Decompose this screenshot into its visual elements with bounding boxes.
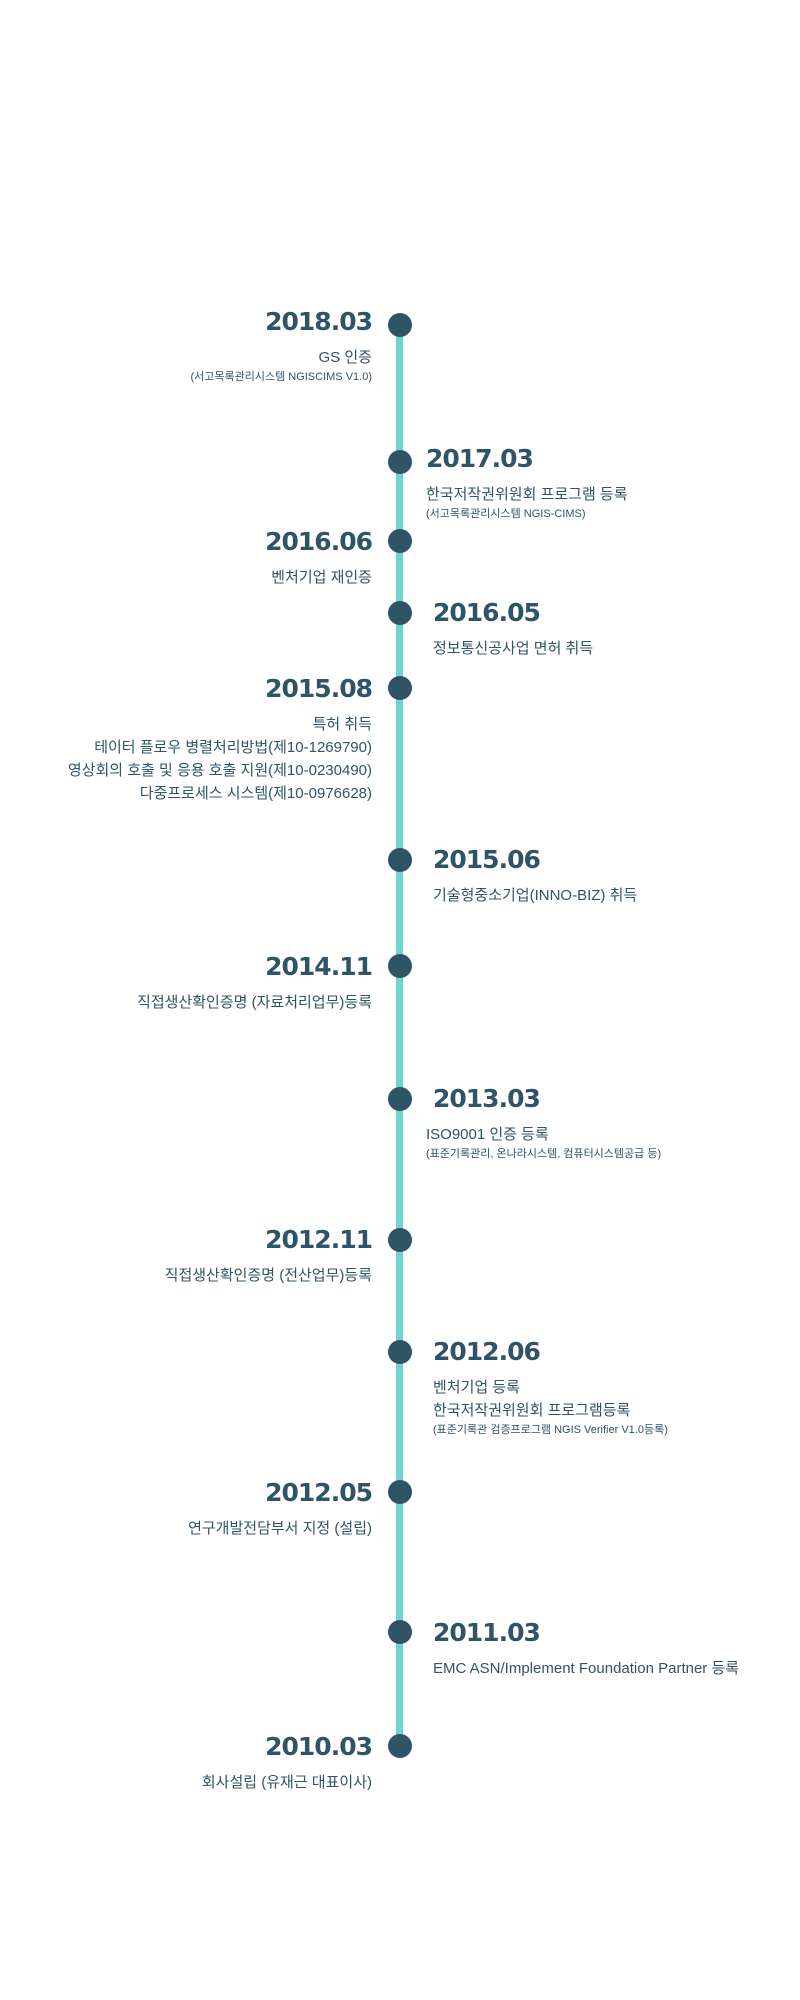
timeline-dot (388, 1340, 412, 1364)
timeline-text: 테이터 플로우 병렬처리방법(제10-1269790) (94, 739, 372, 756)
timeline-entry: 2010.03 회사설립 (유재근 대표이사) (201, 1731, 373, 1794)
timeline-text: 연구개발전담부서 지정 (설립) (188, 1520, 372, 1537)
timeline-text: 벤처기업 재인증 (271, 569, 372, 586)
timeline-entry: 2017.03 한국저작권위원회 프로그램 등록 (서고목록관리시스템 NGIS… (426, 443, 628, 523)
timeline-text: 직접생산확인증명 (자료처리업무)등록 (137, 994, 372, 1011)
timeline-text: 직접생산확인증명 (전산업무)등록 (164, 1267, 372, 1284)
timeline-dot (388, 450, 412, 474)
timeline-text: GS 인증 (318, 349, 372, 366)
timeline-entry: 2014.11 직접생산확인증명 (자료처리업무)등록 (137, 951, 373, 1014)
timeline-year: 2017.03 (426, 444, 534, 473)
timeline-line (396, 325, 403, 1747)
timeline-dot (388, 1480, 412, 1504)
timeline-entry: 2015.06 기술형중소기업(INNO-BIZ) 취득 (433, 844, 637, 907)
timeline-text: EMC ASN/Implement Foundation Partner 등록 (433, 1660, 740, 1677)
timeline-text: 정보통신공사업 면허 취득 (433, 640, 594, 657)
timeline-entry: 2012.06 벤처기업 등록 한국저작권위원회 프로그램등록 (표준기록관 검… (433, 1336, 668, 1439)
timeline-entry: 2012.05 연구개발전담부서 지정 (설립) (188, 1477, 373, 1540)
timeline-year: 2016.06 (265, 527, 373, 556)
timeline-dot (388, 676, 412, 700)
timeline-year: 2012.05 (265, 1478, 373, 1507)
timeline-text: 기술형중소기업(INNO-BIZ) 취득 (433, 887, 638, 904)
timeline-text: 다중프로세스 시스템(제10-0976628) (139, 785, 372, 802)
timeline-entry: 2015.08 특허 취득 테이터 플로우 병렬처리방법(제10-1269790… (67, 673, 373, 805)
timeline-dot (388, 954, 412, 978)
timeline-year: 2015.08 (265, 674, 373, 703)
timeline-year: 2012.06 (433, 1337, 541, 1366)
timeline-subtext: (서고목록관리시스템 NGIS-CIMS) (426, 508, 586, 520)
timeline-year: 2016.05 (433, 598, 541, 627)
timeline-entry: 2013.03 ISO9001 인증 등록 (표준기록관리, 온나라시스템, 컴… (426, 1083, 661, 1163)
timeline-entry: 2012.11 직접생산확인증명 (전산업무)등록 (164, 1224, 373, 1287)
timeline-year: 2011.03 (433, 1618, 541, 1647)
timeline-subtext: (표준기록관리, 온나라시스템, 컴퓨터시스템공급 등) (426, 1148, 662, 1160)
timeline-text: 한국저작권위원회 프로그램등록 (433, 1402, 631, 1419)
timeline-year: 2018.03 (265, 307, 373, 336)
timeline-entry: 2016.05 정보통신공사업 면허 취득 (433, 597, 593, 660)
timeline-text: 벤처기업 등록 (433, 1379, 520, 1396)
timeline-text: 영상회의 호출 및 응용 호출 지원(제10-0230490) (67, 762, 372, 779)
timeline-dot (388, 1620, 412, 1644)
timeline-dot (388, 601, 412, 625)
timeline-subtext: (서고목록관리시스템 NGISCIMS V1.0) (190, 371, 372, 383)
timeline-dot (388, 1228, 412, 1252)
timeline-dot (388, 1734, 412, 1758)
timeline-dot (388, 848, 412, 872)
timeline-text: 회사설립 (유재근 대표이사) (201, 1774, 372, 1791)
timeline-year: 2010.03 (265, 1732, 373, 1761)
timeline-text: 한국저작권위원회 프로그램 등록 (426, 486, 628, 503)
timeline-dot (388, 529, 412, 553)
timeline-year: 2013.03 (433, 1084, 541, 1113)
timeline-subtext: (표준기록관 검증프로그램 NGIS Verifier V1.0등록) (433, 1424, 668, 1436)
timeline-entry: 2011.03 EMC ASN/Implement Foundation Par… (433, 1617, 739, 1680)
timeline-dot (388, 1087, 412, 1111)
timeline-entry: 2018.03 GS 인증 (서고목록관리시스템 NGISCIMS V1.0) (190, 306, 373, 386)
timeline-dot (388, 313, 412, 337)
timeline-entry: 2016.06 벤처기업 재인증 (265, 526, 373, 589)
timeline-year: 2015.06 (433, 845, 541, 874)
timeline-year: 2014.11 (265, 952, 373, 981)
timeline-text: 특허 취득 (312, 716, 372, 733)
timeline-year: 2012.11 (265, 1225, 373, 1254)
timeline-text: ISO9001 인증 등록 (426, 1126, 549, 1143)
